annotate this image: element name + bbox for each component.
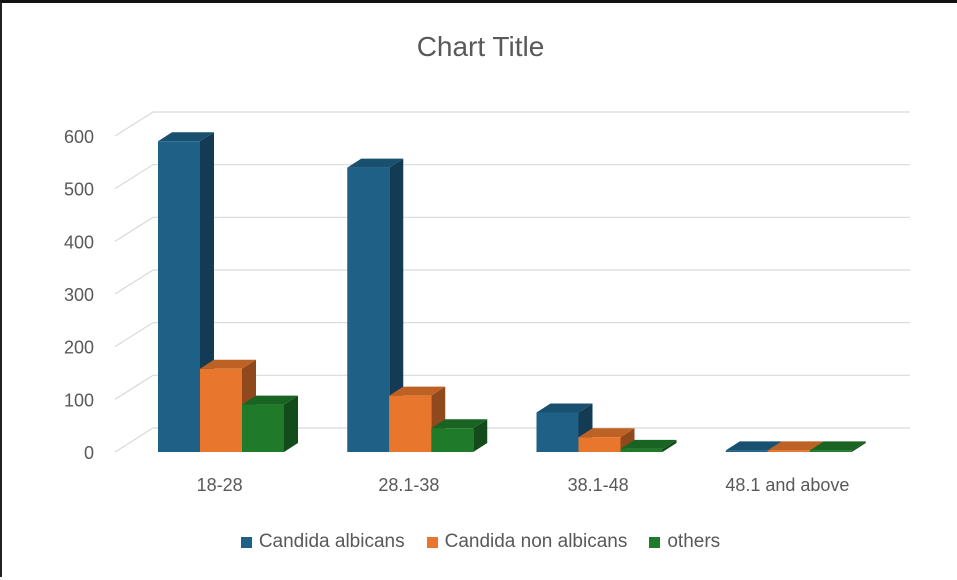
bar bbox=[809, 450, 852, 452]
legend-swatch bbox=[426, 536, 438, 548]
bar-top bbox=[200, 359, 256, 369]
gridline bbox=[114, 374, 910, 400]
legend-item: Candida non albicans bbox=[426, 531, 628, 553]
bar-top bbox=[389, 386, 446, 396]
bar bbox=[620, 448, 663, 452]
legend-swatch bbox=[240, 536, 252, 548]
y-tick-label: 600 bbox=[64, 127, 94, 147]
bar-top bbox=[536, 403, 593, 413]
legend-label: Candida albicans bbox=[258, 531, 405, 552]
bar-top bbox=[725, 441, 782, 451]
legend-label: Candida non albicans bbox=[444, 531, 628, 552]
gridline bbox=[114, 111, 910, 137]
chart-plot: 0 100 200 300 400 500 600 18-28 28.1-38 38.1-48 48… bbox=[64, 111, 910, 495]
bar bbox=[200, 368, 242, 452]
legend-swatch bbox=[649, 536, 661, 548]
gridline bbox=[114, 322, 910, 348]
bar-top bbox=[431, 419, 488, 429]
bar-top bbox=[620, 439, 677, 449]
y-tick-label: 500 bbox=[64, 180, 94, 200]
bar bbox=[389, 395, 432, 452]
y-tick-label: 300 bbox=[64, 285, 94, 305]
bar bbox=[578, 437, 621, 452]
x-tick-label: 48.1 and above bbox=[725, 475, 849, 495]
bar-top bbox=[809, 441, 866, 451]
x-tick-label: 18-28 bbox=[197, 475, 243, 495]
bar-side bbox=[284, 395, 298, 452]
bar-top bbox=[158, 132, 214, 142]
bar bbox=[158, 141, 200, 452]
bar-side bbox=[389, 158, 404, 452]
x-tick-label: 28.1-38 bbox=[378, 475, 439, 495]
bar-side bbox=[620, 428, 635, 452]
bar-top bbox=[767, 441, 824, 451]
bar-side bbox=[662, 439, 677, 452]
chart-legend: Candida albicans Candida non albicans othe… bbox=[2, 531, 957, 553]
bar bbox=[725, 450, 768, 452]
bar-side bbox=[473, 419, 488, 452]
bar-side bbox=[851, 441, 866, 452]
y-tick-label: 200 bbox=[64, 338, 94, 358]
legend-item: others bbox=[649, 531, 720, 553]
gridline bbox=[114, 164, 910, 190]
bar bbox=[767, 450, 810, 452]
legend-label: others bbox=[667, 531, 721, 552]
bar bbox=[347, 167, 390, 452]
chart-title: Chart Title bbox=[416, 31, 545, 62]
bar bbox=[431, 428, 474, 452]
legend-item: Candida albicans bbox=[240, 531, 405, 553]
bar-top bbox=[347, 158, 404, 168]
gridline bbox=[114, 216, 910, 242]
bar-top bbox=[578, 428, 635, 438]
bar bbox=[536, 412, 579, 452]
gridline bbox=[114, 427, 910, 453]
gridline bbox=[114, 269, 910, 295]
y-tick-label: 100 bbox=[64, 390, 94, 410]
x-tick-label: 38.1-48 bbox=[568, 475, 629, 495]
bar-top bbox=[242, 395, 298, 405]
y-tick-label: 400 bbox=[64, 232, 94, 252]
y-tick-label: 0 bbox=[84, 443, 94, 463]
bar bbox=[242, 404, 284, 452]
